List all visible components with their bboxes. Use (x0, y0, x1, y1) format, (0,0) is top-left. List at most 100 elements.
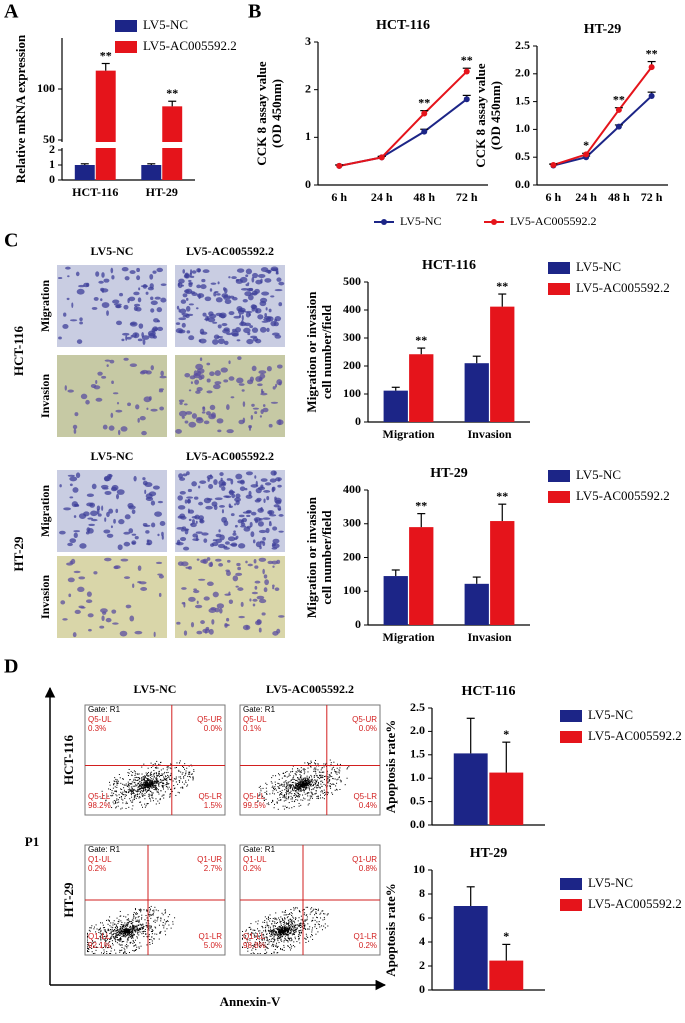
cell (200, 620, 205, 624)
event (307, 776, 308, 777)
image-column-label: LV5-AC005592.2 (186, 449, 274, 463)
event (307, 784, 308, 785)
cell (158, 501, 163, 503)
event (339, 789, 340, 790)
event (322, 797, 323, 798)
cell (217, 418, 224, 423)
event (119, 794, 120, 795)
event (158, 794, 159, 795)
event (120, 920, 121, 921)
event (113, 922, 114, 923)
event (336, 789, 337, 790)
significance: * (503, 727, 509, 741)
event (143, 779, 144, 780)
event (135, 930, 136, 931)
event (145, 934, 146, 935)
event (275, 931, 276, 932)
event (117, 783, 118, 784)
event (120, 783, 121, 784)
event (306, 939, 307, 940)
cell (186, 306, 190, 312)
event (137, 929, 138, 930)
y-tick-label: 2.0 (515, 66, 530, 80)
legend-swatch (548, 283, 570, 295)
event (146, 773, 147, 774)
event (156, 761, 157, 762)
quadrant-percent: 0.0% (204, 724, 222, 733)
event (280, 785, 281, 786)
event (302, 800, 303, 801)
event (192, 777, 193, 778)
event (178, 771, 179, 772)
cell (125, 335, 127, 341)
event (301, 776, 302, 777)
cell (245, 561, 247, 564)
event (291, 785, 292, 786)
event (140, 802, 141, 803)
event (136, 798, 137, 799)
x-tick-label: HCT-116 (72, 185, 118, 199)
event (168, 767, 169, 768)
event (113, 802, 114, 803)
event (134, 930, 135, 931)
event (280, 916, 281, 917)
cell (229, 376, 235, 380)
event (137, 938, 138, 939)
event (306, 914, 307, 915)
event (307, 929, 308, 930)
y-axis-label: (OD 450nm) (269, 79, 284, 148)
cell (236, 306, 242, 311)
cell (135, 404, 139, 409)
cell (229, 311, 235, 315)
cell (255, 586, 258, 590)
event (288, 790, 289, 791)
event (280, 797, 281, 798)
event (266, 793, 267, 794)
cell (250, 531, 254, 537)
bar (465, 363, 489, 422)
event (131, 932, 132, 933)
event (310, 785, 311, 786)
cell (262, 517, 270, 519)
event (139, 928, 140, 929)
event (137, 796, 138, 797)
event (141, 925, 142, 926)
event (146, 805, 147, 806)
quadrant-name: Q1-UR (197, 855, 222, 864)
image-column-label: LV5-AC005592.2 (186, 244, 274, 258)
event (158, 784, 159, 785)
cell (60, 600, 65, 604)
y-tick-label: 1.0 (410, 770, 425, 784)
event (250, 923, 251, 924)
event (327, 782, 328, 783)
event (150, 795, 151, 796)
cell (226, 618, 229, 622)
event (339, 769, 340, 770)
cell (210, 562, 213, 567)
event (153, 910, 154, 911)
cell (257, 383, 263, 386)
event (307, 780, 308, 781)
event (134, 929, 135, 930)
event (274, 939, 275, 940)
cell (191, 381, 193, 384)
event (299, 926, 300, 927)
bar (490, 307, 514, 422)
event (140, 929, 141, 930)
event (305, 779, 306, 780)
event (135, 913, 136, 914)
event (290, 921, 291, 922)
event (293, 907, 294, 908)
event (112, 943, 113, 944)
event (123, 941, 124, 942)
event (161, 780, 162, 781)
event (298, 778, 299, 779)
event (318, 787, 319, 788)
cell (229, 503, 231, 507)
cell (254, 411, 257, 414)
event (295, 786, 296, 787)
event (315, 934, 316, 935)
event (281, 941, 282, 942)
event (164, 778, 165, 779)
event (320, 795, 321, 796)
